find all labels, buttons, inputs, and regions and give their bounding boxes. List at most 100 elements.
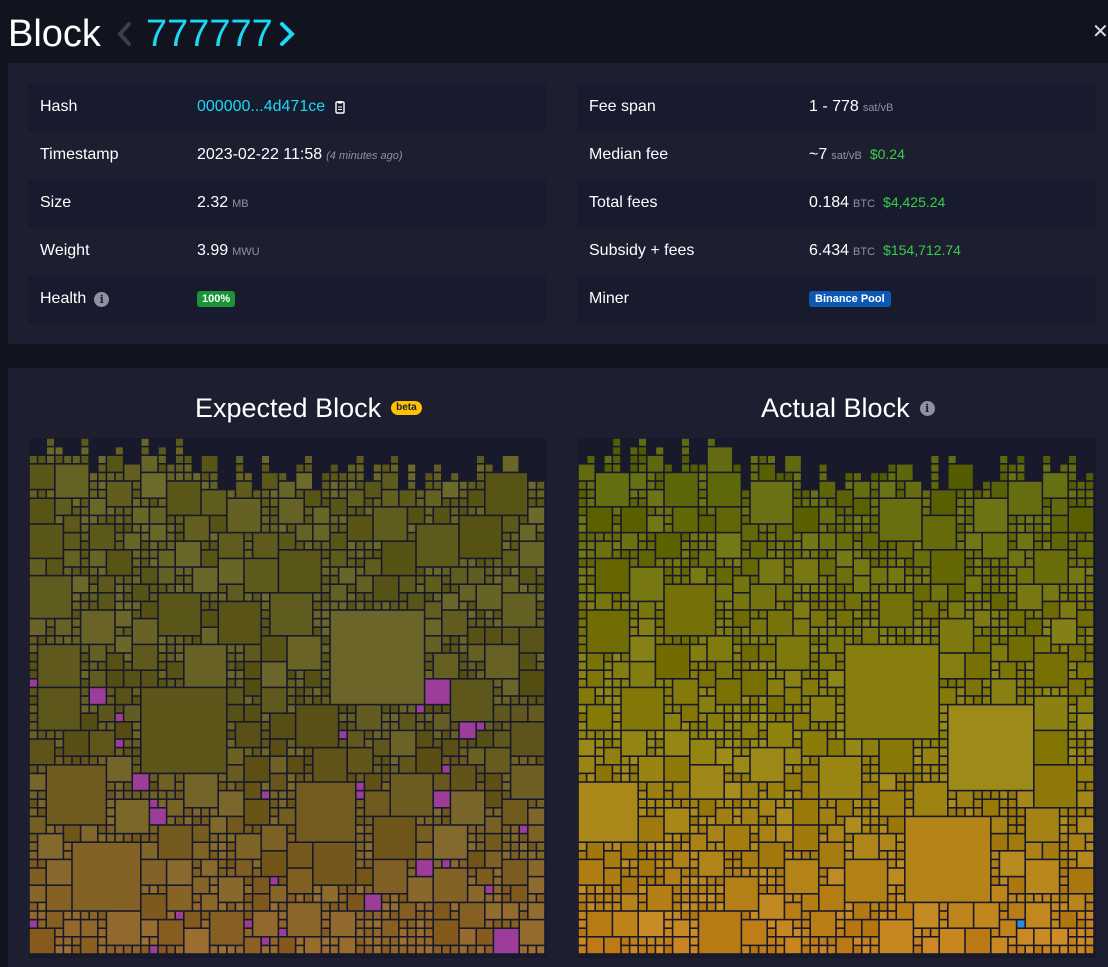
tx-block[interactable] xyxy=(98,464,106,472)
tx-block[interactable] xyxy=(442,946,450,954)
tx-block[interactable] xyxy=(330,533,347,549)
tx-block[interactable] xyxy=(124,593,132,601)
tx-block[interactable] xyxy=(133,559,140,567)
tx-block[interactable] xyxy=(716,533,741,558)
tx-block[interactable] xyxy=(733,671,741,678)
tx-block[interactable] xyxy=(167,473,175,481)
tx-block[interactable] xyxy=(1060,903,1068,911)
tx-block[interactable] xyxy=(811,671,818,678)
tx-block[interactable] xyxy=(922,739,930,747)
tx-block[interactable] xyxy=(613,550,621,558)
tx-block[interactable] xyxy=(578,731,586,739)
tx-block[interactable] xyxy=(578,576,586,584)
tx-block[interactable] xyxy=(630,473,646,489)
tx-block[interactable] xyxy=(768,610,793,635)
tx-block[interactable] xyxy=(399,490,416,506)
tx-block[interactable] xyxy=(596,696,603,704)
tx-block[interactable] xyxy=(537,602,545,610)
tx-block[interactable] xyxy=(785,894,793,902)
tx-block[interactable] xyxy=(1034,550,1068,584)
tx-block[interactable] xyxy=(613,705,621,713)
tx-block[interactable] xyxy=(47,559,63,575)
tx-block[interactable] xyxy=(1043,542,1051,549)
tx-block[interactable] xyxy=(578,911,586,919)
tx-block[interactable] xyxy=(828,610,836,618)
tx-block[interactable] xyxy=(141,456,158,472)
tx-block[interactable] xyxy=(287,903,321,936)
tx-block[interactable] xyxy=(133,507,149,524)
tx-block[interactable] xyxy=(81,610,115,644)
tx-block[interactable] xyxy=(29,886,46,902)
tx-block[interactable] xyxy=(296,473,312,489)
tx-block[interactable] xyxy=(72,610,80,618)
tx-block[interactable] xyxy=(785,705,793,713)
tx-block[interactable] xyxy=(690,834,707,850)
tx-block[interactable] xyxy=(750,662,758,670)
tx-block[interactable] xyxy=(373,920,381,928)
tx-block[interactable] xyxy=(845,516,853,524)
tx-block[interactable] xyxy=(322,937,330,945)
tx-block[interactable] xyxy=(656,628,664,635)
tx-block[interactable] xyxy=(1069,481,1076,489)
tx-block[interactable] xyxy=(158,593,201,635)
tx-block[interactable] xyxy=(1008,894,1016,902)
tx-block[interactable] xyxy=(879,550,887,558)
tx-block[interactable] xyxy=(210,817,226,833)
tx-block[interactable] xyxy=(596,765,612,782)
tx-block[interactable] xyxy=(707,894,715,902)
tx-block[interactable] xyxy=(630,464,638,472)
tx-block[interactable] xyxy=(55,825,63,833)
tx-block[interactable] xyxy=(468,645,484,661)
tx-block[interactable] xyxy=(184,516,209,541)
tx-block[interactable] xyxy=(330,490,338,498)
tx-block[interactable] xyxy=(879,636,887,644)
tx-block[interactable] xyxy=(716,619,724,627)
tx-block[interactable] xyxy=(434,705,441,713)
tx-block[interactable] xyxy=(639,619,655,635)
tx-block[interactable] xyxy=(81,714,97,730)
tx-block[interactable] xyxy=(365,920,373,928)
tx-block[interactable] xyxy=(664,705,672,713)
tx-block[interactable] xyxy=(905,481,922,498)
tx-block[interactable] xyxy=(468,507,476,515)
tx-block[interactable] xyxy=(90,585,97,592)
tx-block[interactable] xyxy=(664,679,672,687)
tx-block[interactable] xyxy=(871,610,879,618)
tx-block[interactable] xyxy=(133,550,140,558)
tx-block[interactable] xyxy=(425,653,433,661)
tx-block[interactable] xyxy=(707,542,715,549)
tx-block[interactable] xyxy=(1026,550,1033,558)
tx-block[interactable] xyxy=(983,800,999,816)
tx-block[interactable] xyxy=(124,628,132,635)
tx-block[interactable] xyxy=(871,499,879,506)
tx-block[interactable] xyxy=(948,808,956,816)
tx-block[interactable] xyxy=(373,929,381,936)
tx-block[interactable] xyxy=(262,593,269,601)
tx-block[interactable] xyxy=(613,456,621,463)
tx-block[interactable] xyxy=(141,791,149,799)
tx-block[interactable] xyxy=(528,851,536,859)
tx-block[interactable] xyxy=(451,765,476,790)
tx-block[interactable] xyxy=(434,868,467,902)
tx-block[interactable] xyxy=(596,542,612,558)
tx-block[interactable] xyxy=(434,653,459,678)
tx-block[interactable] xyxy=(38,731,46,739)
tx-block[interactable] xyxy=(1017,671,1025,678)
tx-block[interactable] xyxy=(965,516,973,524)
tx-block[interactable] xyxy=(733,800,741,807)
tx-block[interactable] xyxy=(742,722,758,739)
tx-block[interactable] xyxy=(416,903,424,911)
tx-block[interactable] xyxy=(1069,929,1076,936)
tx-block[interactable] xyxy=(270,499,278,506)
tx-block[interactable] xyxy=(356,920,364,928)
tx-block[interactable] xyxy=(914,585,930,601)
tx-block[interactable] xyxy=(664,834,672,842)
tx-block[interactable] xyxy=(699,550,715,567)
tx-block[interactable] xyxy=(1034,731,1068,764)
tx-block[interactable] xyxy=(707,438,715,446)
tx-block[interactable] xyxy=(356,800,364,807)
tx-block[interactable] xyxy=(115,739,123,747)
tx-block[interactable] xyxy=(494,705,510,721)
tx-block[interactable] xyxy=(81,937,97,954)
tx-block[interactable] xyxy=(802,671,810,678)
